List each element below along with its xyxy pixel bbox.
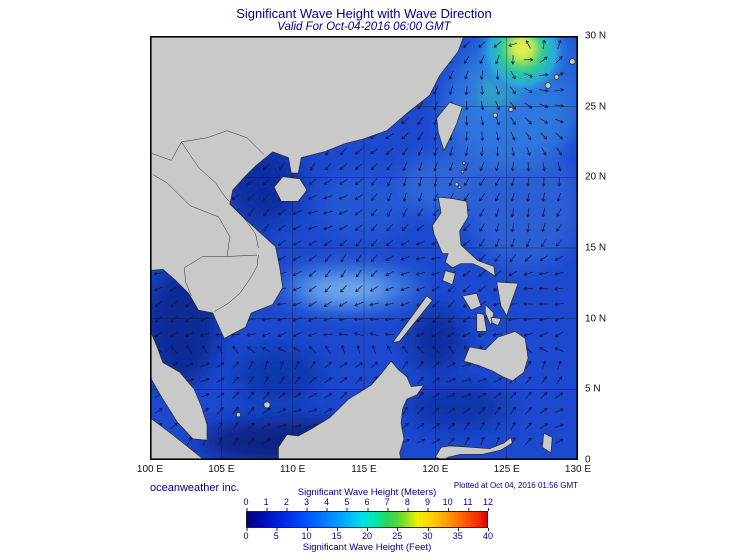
lon-tick-label: 100 E (136, 464, 164, 475)
oceanweather-credit: oceanweather inc. (150, 482, 240, 494)
panay-island (462, 292, 482, 311)
storm-wave-maximum (452, 36, 578, 157)
cb-tick-label: 10 (301, 528, 312, 541)
lon-tick-label: 125 E (493, 464, 520, 475)
cb-tick-label: 10 (442, 497, 453, 511)
map-frame (150, 36, 578, 460)
cb-tick-label: 11 (463, 497, 473, 511)
wave-height-map (150, 36, 578, 460)
land-layer (150, 36, 576, 460)
mainland-asia (150, 36, 465, 339)
sulawesi-island (434, 437, 513, 460)
samar-leyte-islands (496, 281, 519, 317)
mindoro-island (442, 270, 456, 286)
lon-tick-label: 130 E (564, 464, 592, 475)
lat-tick-label: 30 N (585, 30, 607, 42)
cb-tick-label: 0 (243, 528, 249, 541)
cb-tick-label: 12 (482, 497, 494, 511)
borneo-island (278, 360, 425, 460)
halmahera-island (541, 432, 553, 454)
lat-tick-label: 15 N (585, 242, 607, 254)
longitude-axis: 100 E 105 E 110 E 115 E 120 E 125 E 130 E (137, 464, 591, 478)
cb-tick-label: 6 (364, 497, 370, 511)
cb-tick-label: 2 (283, 497, 289, 511)
cb-tick-label: 9 (424, 497, 431, 511)
mindanao-island (463, 331, 529, 382)
colorbar-feet-ticks: 0 5 10 15 20 25 30 35 40 (243, 528, 493, 541)
cb-tick-label: 3 (303, 497, 310, 511)
plotted-timestamp: Plotted at Oct 04, 2016 01:56 GMT (453, 481, 578, 490)
cb-tick-label: 1 (263, 497, 269, 511)
taiwan-island (436, 102, 463, 151)
cb-tick-label: 20 (361, 528, 373, 541)
lon-tick-label: 120 E (422, 464, 449, 475)
country-borders (151, 130, 265, 312)
small-islands (235, 58, 576, 418)
cb-tick-label: 40 (482, 528, 494, 541)
lon-tick-label: 110 E (279, 464, 306, 475)
cb-tick-label: 15 (331, 528, 342, 541)
lat-tick-label: 10 N (585, 313, 607, 325)
colorbar-meters-ticks: 0 1 2 3 4 5 6 7 8 9 10 11 12 (243, 497, 493, 511)
cb-tick-label: 25 (392, 528, 403, 541)
malay-peninsula (150, 329, 208, 441)
cb-tick-label: 5 (344, 497, 350, 511)
hainan-island (273, 176, 308, 202)
valid-time-subtitle: Valid For Oct-04-2016 06:00 GMT (277, 21, 451, 33)
lat-tick-label: 5 N (585, 383, 601, 395)
cb-tick-label: 5 (273, 528, 279, 541)
lat-tick-label: 25 N (585, 101, 607, 113)
colorbar-meters-label: Significant Wave Height (Meters) (297, 487, 437, 498)
cb-tick-label: 4 (324, 497, 330, 511)
map-area (150, 36, 578, 460)
sumatra (150, 417, 205, 460)
lon-tick-label: 105 E (208, 464, 235, 475)
cb-tick-label: 7 (384, 497, 390, 511)
lat-tick-label: 20 N (585, 171, 607, 183)
bohol-island (490, 316, 502, 327)
colorbar-gradient (246, 511, 488, 528)
lat-tick-label: 0 (585, 454, 591, 466)
palawan-island (392, 295, 433, 344)
cb-tick-label: 0 (243, 497, 249, 511)
page-title: Significant Wave Height with Wave Direct… (236, 6, 492, 21)
negros-island (476, 312, 488, 332)
latitude-axis: 30 N 25 N 20 N 15 N 10 N 5 N 0 (585, 31, 627, 466)
cb-tick-label: 30 (422, 528, 433, 541)
cb-tick-label: 35 (452, 528, 463, 541)
cb-tick-label: 8 (404, 497, 410, 511)
lon-tick-label: 115 E (351, 464, 377, 475)
luzon-island (432, 196, 496, 277)
colorbar-feet-label: Significant Wave Height (Feet) (302, 542, 432, 553)
